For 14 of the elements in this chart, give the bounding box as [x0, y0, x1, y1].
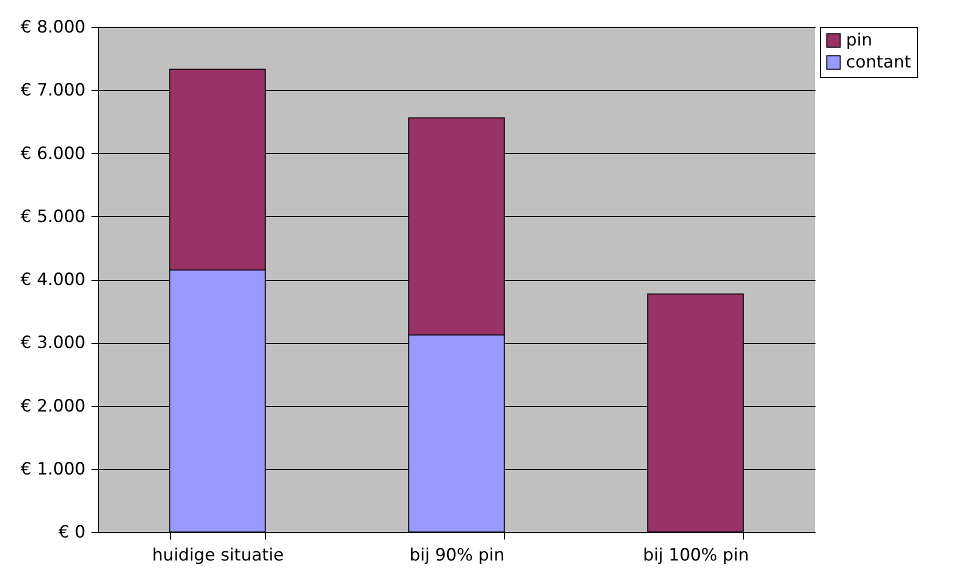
y-tick-label: € 3.000: [20, 333, 86, 354]
x-tick-label: bij 100% pin: [643, 546, 749, 566]
x-tick-label: bij 90% pin: [409, 546, 505, 566]
legend-label: pin: [846, 30, 872, 50]
y-tick-label: € 5.000: [20, 206, 86, 227]
y-tick-label: € 6.000: [20, 144, 86, 164]
y-tick-label: € 0: [58, 522, 86, 542]
x-tick-label: huidige situatie: [152, 546, 284, 566]
y-tick-label: € 7.000: [20, 80, 86, 101]
y-tick-label: € 1.000: [20, 459, 86, 480]
y-tick-label: € 4.000: [20, 270, 86, 290]
legend-label: contant: [846, 52, 912, 72]
y-tick-label: € 8.000: [20, 18, 86, 38]
y-tick-label: € 2.000: [20, 396, 86, 416]
